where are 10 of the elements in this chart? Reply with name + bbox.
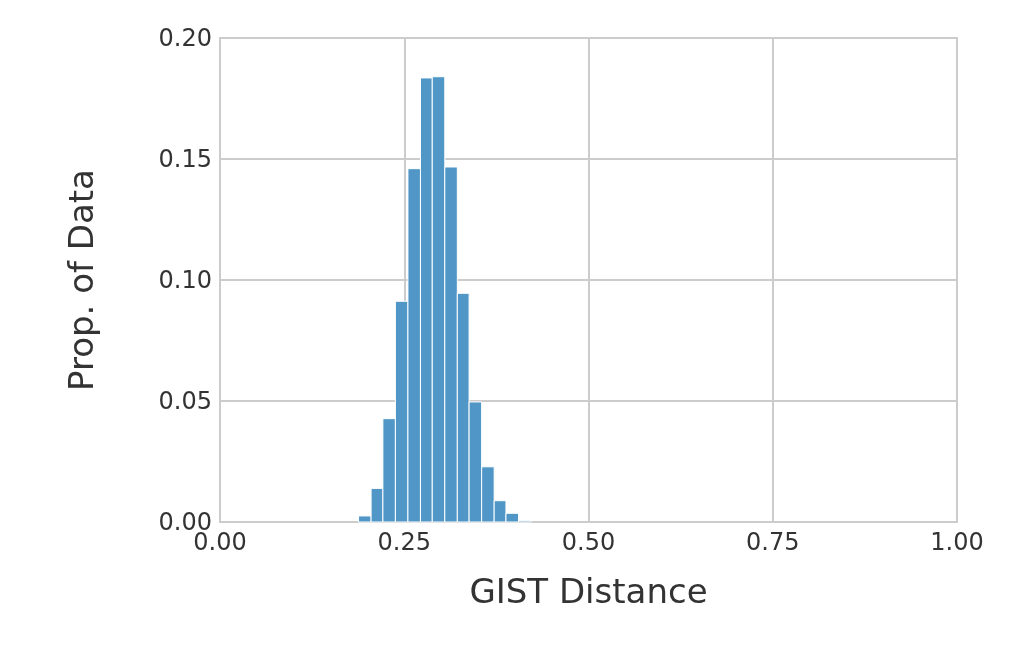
y-tick-label: 0.05 xyxy=(158,387,212,415)
y-tick-label: 0.10 xyxy=(158,266,212,294)
y-tick-label: 0.20 xyxy=(158,24,212,52)
x-tick-label: 0.50 xyxy=(561,528,616,556)
x-tick-label: 0.75 xyxy=(746,528,800,556)
x-axis-title: GIST Distance xyxy=(469,571,708,611)
x-tick-label: 1.00 xyxy=(930,528,984,556)
y-tick-label: 0.15 xyxy=(158,145,212,173)
y-axis-title: Prop. of Data xyxy=(61,169,101,391)
x-tick-label: 0.25 xyxy=(377,528,431,556)
